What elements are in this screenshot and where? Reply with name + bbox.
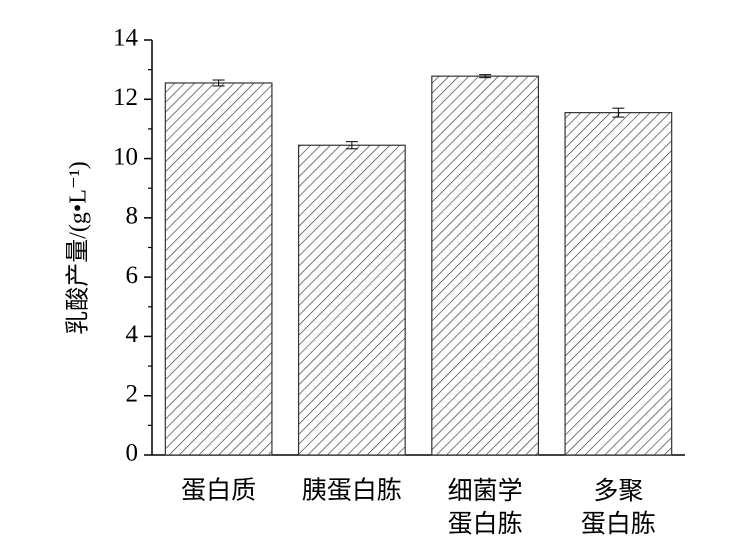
- bar: [297, 144, 406, 456]
- error-bar: [612, 107, 625, 118]
- error-bar: [479, 74, 492, 79]
- y-tick-label: 6: [126, 262, 139, 289]
- y-tick-label: 4: [126, 321, 139, 348]
- bar: [564, 112, 673, 456]
- bar: [164, 82, 273, 456]
- x-tick-label: 多聚蛋白胨: [581, 477, 656, 538]
- y-axis-label: 乳酸产量/(g•L⁻¹): [65, 161, 92, 335]
- bar: [431, 75, 540, 456]
- y-tick-label: 2: [126, 380, 139, 407]
- y-tick-label: 0: [126, 440, 139, 467]
- error-bar: [345, 141, 358, 150]
- x-tick-label: 胰蛋白胨: [302, 477, 402, 505]
- y-tick-label: 14: [113, 25, 139, 52]
- y-tick-label: 10: [113, 143, 138, 170]
- error-bar: [212, 79, 225, 87]
- y-tick-label: 12: [113, 84, 138, 111]
- x-tick-label: 细菌学蛋白胨: [448, 477, 523, 538]
- x-tick-label: 蛋白质: [181, 477, 256, 505]
- y-tick-label: 8: [126, 203, 139, 230]
